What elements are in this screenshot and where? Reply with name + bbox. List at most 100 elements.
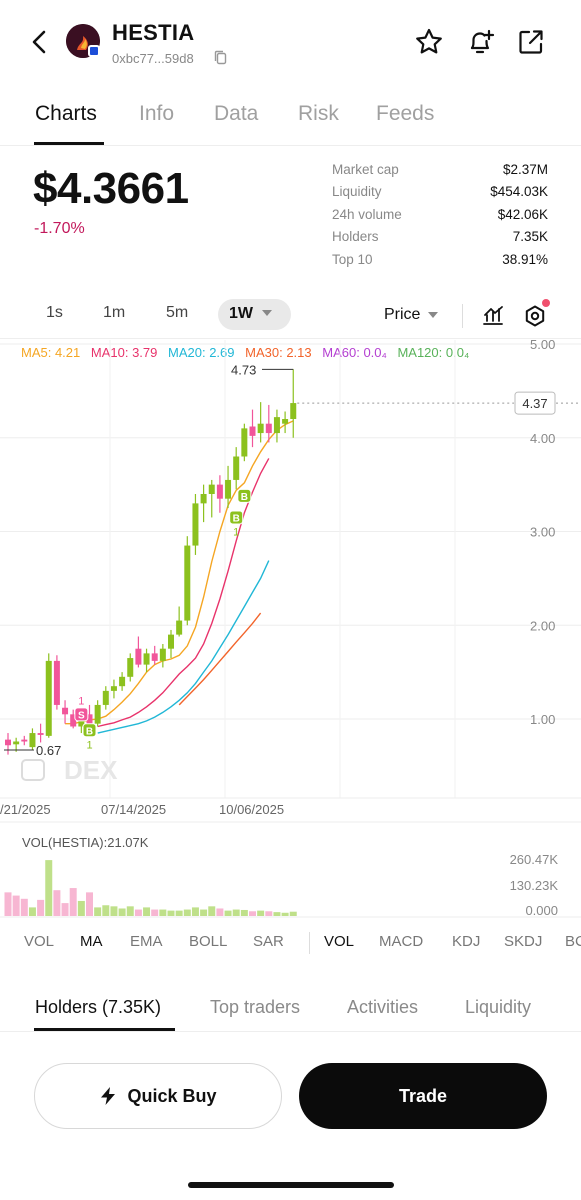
tab-activities[interactable]: Activities bbox=[347, 997, 419, 1017]
tab-data[interactable]: Data bbox=[214, 102, 259, 125]
ma-line-ma20 bbox=[97, 560, 270, 734]
y-tick-label: 5.00 bbox=[530, 340, 555, 352]
indicator-skdj[interactable]: SKDJ bbox=[504, 933, 543, 950]
indicator-boll[interactable]: BOLL bbox=[189, 933, 228, 950]
volume-bar bbox=[175, 910, 183, 916]
divider bbox=[309, 932, 310, 954]
volume-bar bbox=[183, 909, 191, 916]
share-icon[interactable] bbox=[516, 27, 546, 57]
tab-charts[interactable]: Charts bbox=[35, 102, 97, 125]
volume-bar bbox=[61, 903, 69, 916]
timeframe-1w[interactable]: 1W bbox=[229, 305, 253, 322]
tab-info[interactable]: Info bbox=[139, 102, 175, 125]
ma5-label: MA5: 4.21 bbox=[21, 345, 81, 360]
candle-body bbox=[290, 403, 297, 419]
volume-bar bbox=[86, 892, 93, 916]
tab-holders[interactable]: Holders (7.35K) bbox=[35, 997, 162, 1017]
ma30-label: MA30: 2.13 bbox=[245, 345, 312, 360]
price-selector[interactable]: Price bbox=[384, 306, 421, 323]
volume-bar bbox=[28, 907, 36, 916]
indicator-vol[interactable]: VOL bbox=[24, 933, 55, 950]
volume-bar bbox=[281, 912, 289, 916]
candle-body bbox=[216, 484, 223, 499]
current-price-label: 4.37 bbox=[522, 396, 547, 411]
volume-bar bbox=[200, 909, 208, 916]
star-icon[interactable] bbox=[414, 27, 444, 57]
indicator-sub-vol[interactable]: VOL bbox=[324, 933, 355, 950]
watermark-label: DEX bbox=[64, 755, 118, 785]
settings-icon[interactable] bbox=[523, 304, 547, 328]
stat-market-cap: Market cap $2.37M bbox=[332, 162, 548, 177]
trade-label: Trade bbox=[398, 1085, 448, 1106]
trade-button[interactable]: Trade bbox=[299, 1063, 547, 1129]
candle-body bbox=[135, 648, 142, 665]
tab-feeds[interactable]: Feeds bbox=[376, 102, 435, 125]
candle-body bbox=[200, 494, 207, 504]
volume-bar bbox=[151, 909, 159, 916]
chevron-down-icon bbox=[428, 312, 438, 318]
notification-dot bbox=[542, 299, 550, 307]
timeframe-1w-selector[interactable] bbox=[218, 299, 291, 330]
candle-body bbox=[192, 503, 199, 546]
candle-body bbox=[265, 423, 272, 434]
candle-body bbox=[151, 653, 158, 661]
volume-bar bbox=[216, 908, 224, 916]
volume-bar bbox=[249, 911, 256, 916]
tab-top-traders[interactable]: Top traders bbox=[210, 997, 301, 1017]
candle-body bbox=[37, 733, 44, 735]
ma-line-ma10 bbox=[97, 458, 270, 728]
candle-body bbox=[13, 741, 20, 745]
indicator-kdj[interactable]: KDJ bbox=[452, 933, 481, 950]
back-icon[interactable] bbox=[28, 28, 52, 56]
candle-body bbox=[241, 428, 248, 457]
trade-marker bbox=[74, 707, 89, 722]
ma10-label: MA10: 3.79 bbox=[90, 345, 158, 360]
divider bbox=[462, 304, 463, 328]
ma-line-ma5 bbox=[65, 420, 294, 725]
candle-body bbox=[249, 426, 256, 436]
candle-body bbox=[70, 714, 77, 727]
volume-bar bbox=[110, 906, 118, 916]
tab-risk[interactable]: Risk bbox=[298, 102, 339, 125]
indicator-macd[interactable]: MACD bbox=[379, 933, 424, 950]
ma60-label: MA60: 0.0₄ bbox=[322, 345, 387, 360]
timeframe-5m[interactable]: 5m bbox=[166, 304, 189, 321]
price-chart[interactable]: 5.004.003.002.001.00/21/2025 07/14/2025 10… bbox=[0, 340, 581, 920]
copy-icon[interactable] bbox=[214, 50, 228, 66]
indicator-chart-icon[interactable] bbox=[482, 304, 504, 326]
current-price-box bbox=[514, 391, 556, 415]
candle-body bbox=[94, 704, 101, 724]
tab-liquidity[interactable]: Liquidity bbox=[465, 997, 532, 1017]
quick-buy-button[interactable]: Quick Buy bbox=[34, 1063, 282, 1129]
candle-body bbox=[119, 676, 126, 687]
trade-marker-label: B bbox=[86, 726, 93, 737]
candle-body bbox=[282, 419, 289, 424]
timeframe-bar: 1s 1m 5m 1W Price bbox=[0, 296, 581, 336]
chain-badge-icon bbox=[88, 45, 100, 57]
timeframe-1m[interactable]: 1m bbox=[103, 304, 126, 321]
tab-underline bbox=[34, 1028, 175, 1031]
ma20-label: MA20: 2.69 bbox=[168, 345, 235, 360]
bell-plus-icon[interactable] bbox=[465, 27, 495, 57]
top-header: HESTIA 0xbc77...59d8 bbox=[0, 0, 581, 90]
volume-bar bbox=[240, 909, 248, 916]
indicator-ma[interactable]: MA bbox=[80, 933, 103, 950]
volume-bar bbox=[12, 895, 20, 916]
stat-top10: Top 10 38.91% bbox=[332, 251, 548, 267]
indicator-sar[interactable]: SAR bbox=[253, 933, 284, 950]
trade-marker bbox=[237, 488, 252, 503]
indicator-bar: VOL MA EMA BOLL SAR VOL MACD KDJ SKDJ BC bbox=[0, 930, 581, 954]
quick-buy-label: Quick Buy bbox=[127, 1085, 217, 1106]
timeframe-1s[interactable]: 1s bbox=[46, 304, 63, 321]
candle-body bbox=[86, 714, 93, 724]
candle-body bbox=[29, 733, 36, 748]
volume-bar bbox=[167, 910, 175, 916]
y-tick-label: 3.00 bbox=[530, 525, 555, 540]
volume-bar bbox=[102, 905, 110, 916]
indicator-ema[interactable]: EMA bbox=[130, 933, 163, 950]
x-tick-label: 10/06/2025 bbox=[219, 802, 284, 817]
x-tick-label: 07/14/2025 bbox=[101, 802, 166, 817]
x-tick-label: /21/2025 bbox=[0, 802, 51, 817]
candle-body bbox=[168, 634, 174, 649]
indicator-bc[interactable]: BC bbox=[565, 933, 581, 950]
